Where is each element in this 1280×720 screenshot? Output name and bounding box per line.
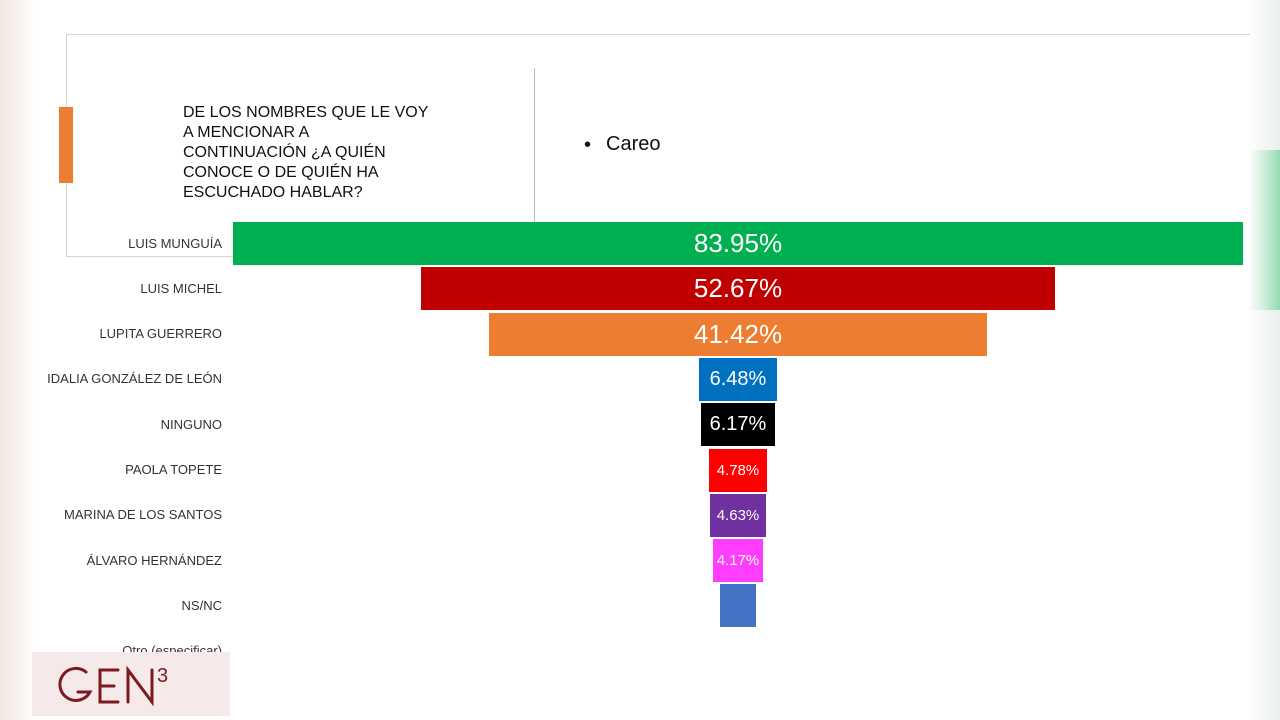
bullet-dot-icon: • — [584, 133, 592, 156]
funnel-bar: 6.17% — [700, 403, 776, 447]
data-label: 4.17% — [716, 552, 760, 570]
category-label: LUPITA GUERRERO — [99, 326, 222, 342]
logo-background — [32, 652, 230, 716]
data-label: 41.42% — [693, 318, 783, 349]
funnel-bar: 83.95% — [233, 222, 1243, 265]
header-frame-bottom — [66, 256, 234, 257]
funnel-bar — [719, 584, 757, 628]
funnel-bar: 52.67% — [421, 267, 1055, 311]
right-edge-glow — [1248, 150, 1280, 310]
category-label: IDALIA GONZÁLEZ DE LEÓN — [47, 371, 222, 387]
left-edge-shade — [0, 0, 34, 720]
funnel-bar: 41.42% — [488, 312, 988, 356]
category-label: PAOLA TOPETE — [125, 462, 222, 477]
gen3-logo: 3 — [58, 665, 168, 707]
funnel-bar: 4.63% — [710, 493, 766, 537]
data-label: 6.48% — [709, 367, 767, 390]
data-label: 4.63% — [716, 506, 760, 524]
data-label: 83.95% — [693, 228, 783, 258]
category-label: ÁLVARO HERNÁNDEZ — [86, 552, 222, 568]
funnel-bar: 4.78% — [709, 448, 767, 492]
category-label: LUIS MICHEL — [140, 280, 222, 296]
bullet-text: Careo — [606, 133, 661, 155]
category-label: NS/NC — [181, 597, 222, 613]
logo-superscript: 3 — [157, 665, 168, 687]
data-label: 4.78% — [716, 461, 760, 479]
survey-question: DE LOS NOMBRES QUE LE VOY A MENCIONAR A … — [183, 104, 429, 201]
category-label: LUIS MUNGUÍA — [128, 235, 222, 251]
header-frame-top — [66, 34, 1250, 35]
right-edge-shade — [1248, 0, 1280, 720]
category-label: NINGUNO — [160, 416, 222, 432]
header-divider — [534, 68, 535, 222]
data-label: 6.17% — [709, 413, 767, 436]
question-accent-bar — [59, 107, 73, 183]
funnel-bar: 4.17% — [712, 539, 764, 583]
funnel-bar: 6.48% — [699, 357, 777, 401]
bullet-item: • Careo — [584, 133, 661, 156]
category-label: MARINA DE LOS SANTOS — [64, 507, 222, 523]
data-label: 52.67% — [693, 273, 783, 304]
